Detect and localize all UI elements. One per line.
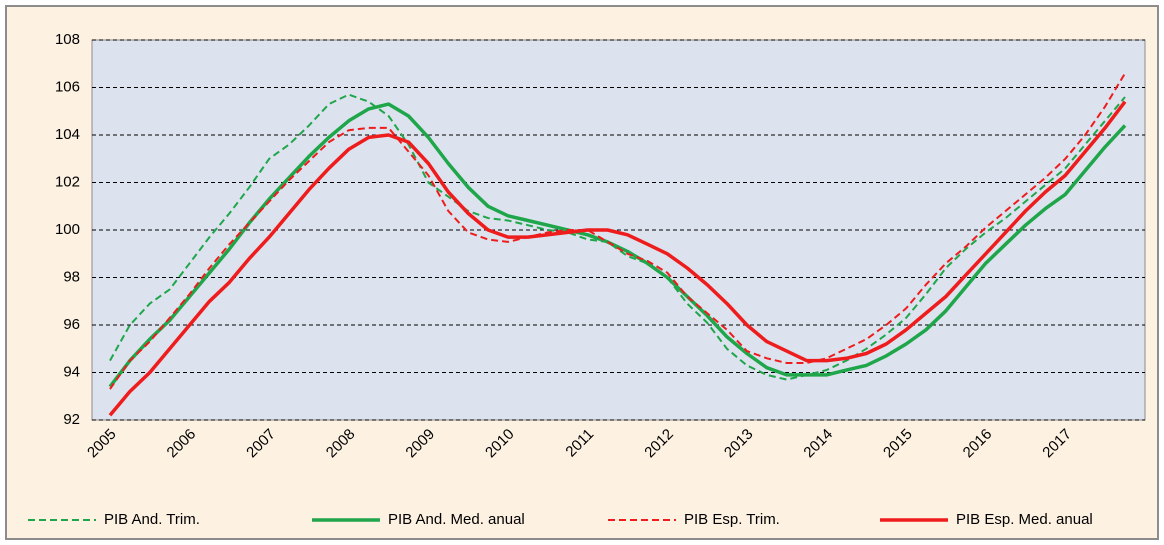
y-tick-label: 100 — [55, 221, 80, 238]
y-tick-label: 98 — [63, 268, 80, 285]
y-tick-label: 96 — [63, 316, 80, 333]
y-tick-label: 94 — [63, 363, 80, 380]
y-tick-label: 102 — [55, 173, 80, 190]
legend-label: PIB And. Med. anual — [388, 511, 525, 528]
series-line — [108, 100, 1127, 417]
series-line — [108, 102, 1127, 388]
legend-label: PIB Esp. Med. anual — [956, 511, 1093, 528]
series-line — [109, 93, 1126, 381]
y-tick-label: 104 — [55, 126, 80, 143]
y-tick-label: 108 — [55, 31, 80, 48]
series-line — [109, 72, 1126, 390]
y-tick-label: 106 — [55, 78, 80, 95]
y-tick-label: 92 — [63, 411, 80, 428]
legend-label: PIB Esp. Trim. — [684, 511, 780, 528]
legend-label: PIB And. Trim. — [104, 511, 200, 528]
